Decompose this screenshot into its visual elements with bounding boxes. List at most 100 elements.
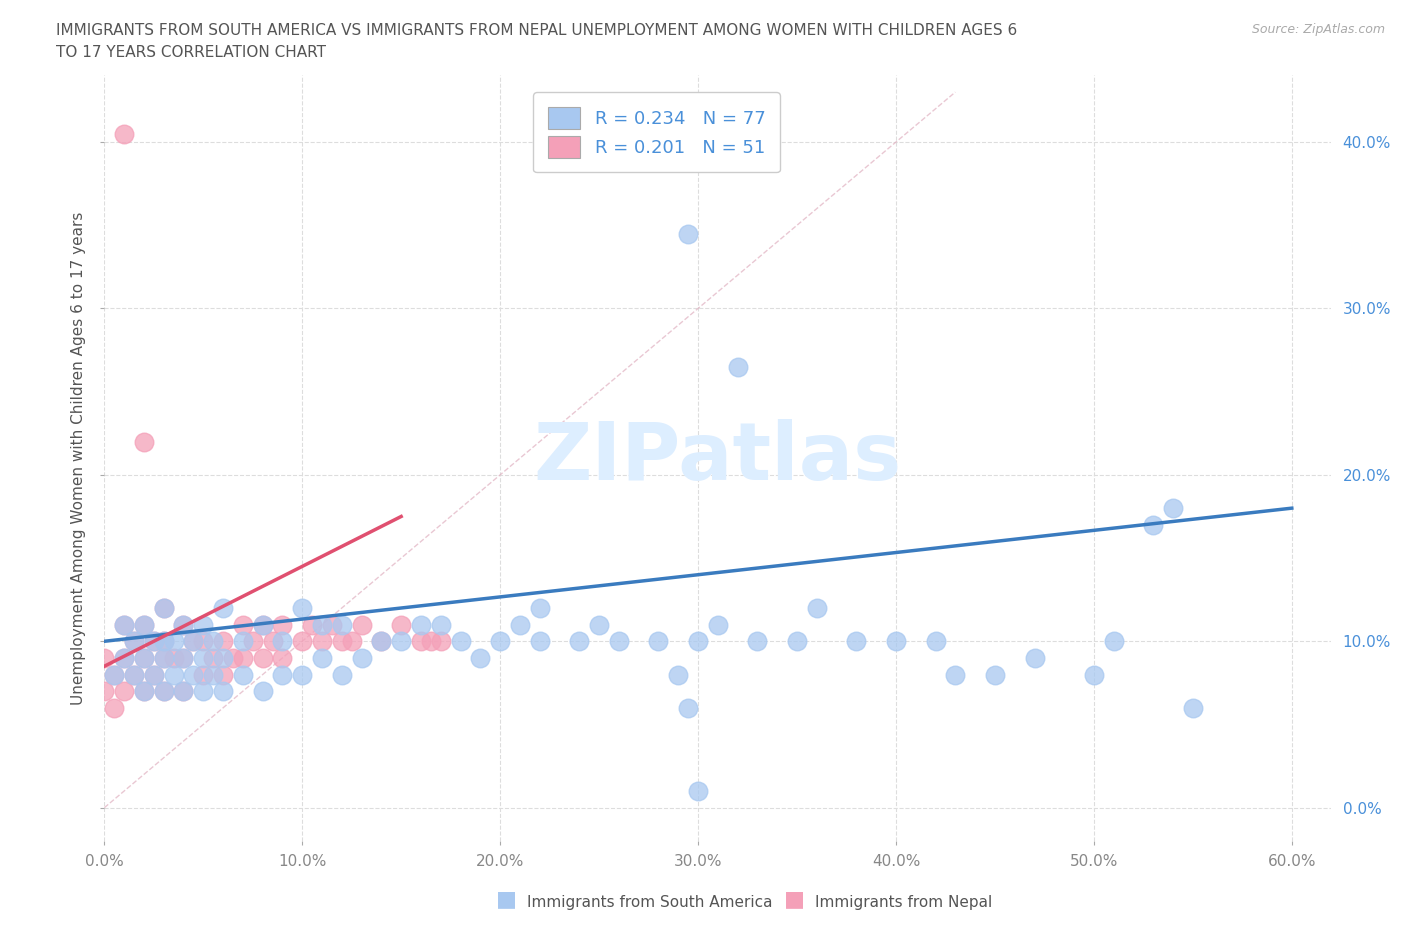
Point — [132, 650, 155, 665]
Point — [152, 601, 174, 616]
Point — [252, 684, 274, 698]
Point — [112, 684, 135, 698]
Point — [183, 634, 205, 649]
Point — [1083, 667, 1105, 682]
Point — [232, 650, 254, 665]
Text: Source: ZipAtlas.com: Source: ZipAtlas.com — [1251, 23, 1385, 36]
Point — [162, 634, 184, 649]
Point — [1024, 650, 1046, 665]
Point — [389, 618, 412, 632]
Y-axis label: Unemployment Among Women with Children Ages 6 to 17 years: Unemployment Among Women with Children A… — [72, 211, 86, 705]
Point — [122, 667, 145, 682]
Point — [389, 634, 412, 649]
Point — [429, 634, 451, 649]
Point — [984, 667, 1007, 682]
Point — [172, 684, 194, 698]
Point — [943, 667, 966, 682]
Point — [271, 618, 294, 632]
Point — [676, 226, 699, 241]
Point — [884, 634, 907, 649]
Text: IMMIGRANTS FROM SOUTH AMERICA VS IMMIGRANTS FROM NEPAL UNEMPLOYMENT AMONG WOMEN : IMMIGRANTS FROM SOUTH AMERICA VS IMMIGRA… — [56, 23, 1018, 38]
Point — [252, 650, 274, 665]
Point — [330, 634, 353, 649]
Point — [232, 634, 254, 649]
Point — [686, 634, 709, 649]
Point — [242, 634, 264, 649]
Point — [152, 684, 174, 698]
Point — [132, 684, 155, 698]
Point — [311, 634, 333, 649]
Point — [1142, 517, 1164, 532]
Legend: R = 0.234   N = 77, R = 0.201   N = 51: R = 0.234 N = 77, R = 0.201 N = 51 — [533, 92, 780, 172]
Point — [152, 634, 174, 649]
Point — [142, 667, 165, 682]
Point — [132, 618, 155, 632]
Point — [132, 434, 155, 449]
Point — [1102, 634, 1125, 649]
Text: Immigrants from Nepal: Immigrants from Nepal — [815, 895, 993, 910]
Point — [142, 634, 165, 649]
Text: ■: ■ — [496, 889, 516, 910]
Point — [262, 634, 284, 649]
Point — [212, 650, 235, 665]
Point — [647, 634, 669, 649]
Point — [806, 601, 828, 616]
Point — [93, 684, 115, 698]
Point — [172, 684, 194, 698]
Point — [112, 650, 135, 665]
Point — [132, 684, 155, 698]
Point — [193, 667, 215, 682]
Point — [152, 650, 174, 665]
Point — [152, 684, 174, 698]
Point — [1161, 500, 1184, 515]
Point — [132, 618, 155, 632]
Point — [122, 634, 145, 649]
Point — [271, 650, 294, 665]
Point — [112, 650, 135, 665]
Point — [786, 634, 808, 649]
Point — [122, 667, 145, 682]
Point — [252, 618, 274, 632]
Point — [112, 126, 135, 141]
Point — [529, 634, 551, 649]
Point — [409, 618, 432, 632]
Point — [330, 667, 353, 682]
Point — [845, 634, 868, 649]
Point — [321, 618, 343, 632]
Point — [202, 667, 225, 682]
Point — [489, 634, 512, 649]
Point — [103, 667, 125, 682]
Point — [232, 618, 254, 632]
Point — [152, 601, 174, 616]
Point — [370, 634, 392, 649]
Point — [301, 618, 323, 632]
Point — [142, 634, 165, 649]
Point — [409, 634, 432, 649]
Point — [529, 601, 551, 616]
Point — [666, 667, 689, 682]
Point — [202, 634, 225, 649]
Point — [370, 634, 392, 649]
Point — [588, 618, 610, 632]
Point — [330, 618, 353, 632]
Point — [93, 650, 115, 665]
Point — [676, 700, 699, 715]
Point — [222, 650, 245, 665]
Point — [271, 667, 294, 682]
Point — [252, 618, 274, 632]
Point — [193, 634, 215, 649]
Point — [350, 618, 373, 632]
Point — [429, 618, 451, 632]
Point — [172, 618, 194, 632]
Point — [291, 634, 314, 649]
Point — [193, 650, 215, 665]
Point — [311, 650, 333, 665]
Point — [419, 634, 441, 649]
Point — [142, 667, 165, 682]
Point — [212, 634, 235, 649]
Point — [747, 634, 769, 649]
Point — [162, 650, 184, 665]
Point — [112, 618, 135, 632]
Point — [193, 618, 215, 632]
Point — [340, 634, 363, 649]
